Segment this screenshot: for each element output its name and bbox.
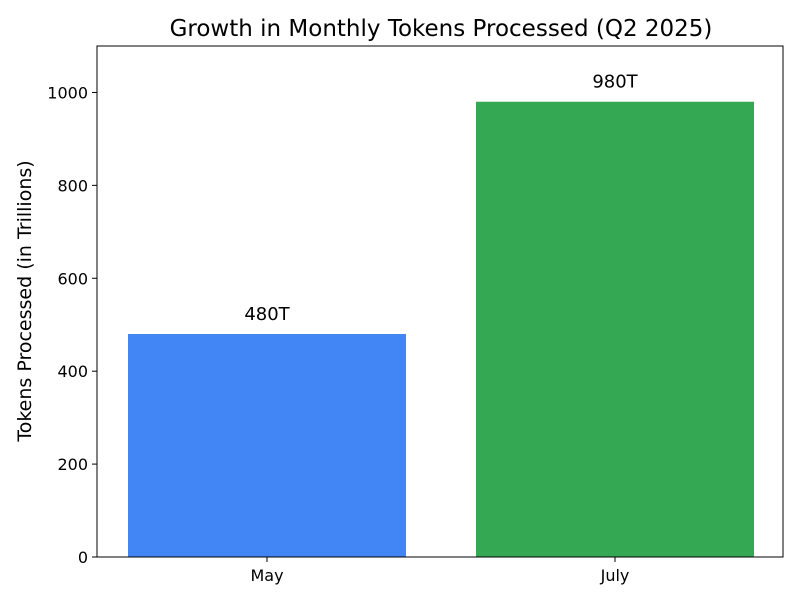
y-tick-label: 1000 [47,83,88,102]
x-tick-label: July [600,566,630,585]
y-axis-label: Tokens Processed (in Trillions) [14,160,36,442]
bar-may [128,334,406,557]
data-label-may: 480T [244,304,290,325]
data-label-july: 980T [592,72,638,93]
x-tick-label: May [250,566,283,585]
x-axis-ticks: May July [250,557,629,585]
bar-july [476,101,754,557]
y-tick-label: 800 [57,176,88,195]
y-axis-ticks: 0 200 400 600 800 1000 [47,83,97,567]
y-tick-label: 400 [57,362,88,381]
y-tick-label: 0 [78,548,88,567]
y-tick-label: 200 [57,455,88,474]
plot-area-frame [96,45,784,558]
chart-title: Growth in Monthly Tokens Processed (Q2 2… [170,16,713,42]
data-labels: 480T 980T [244,72,638,325]
bar-series [128,101,754,557]
y-tick-label: 600 [57,269,88,288]
